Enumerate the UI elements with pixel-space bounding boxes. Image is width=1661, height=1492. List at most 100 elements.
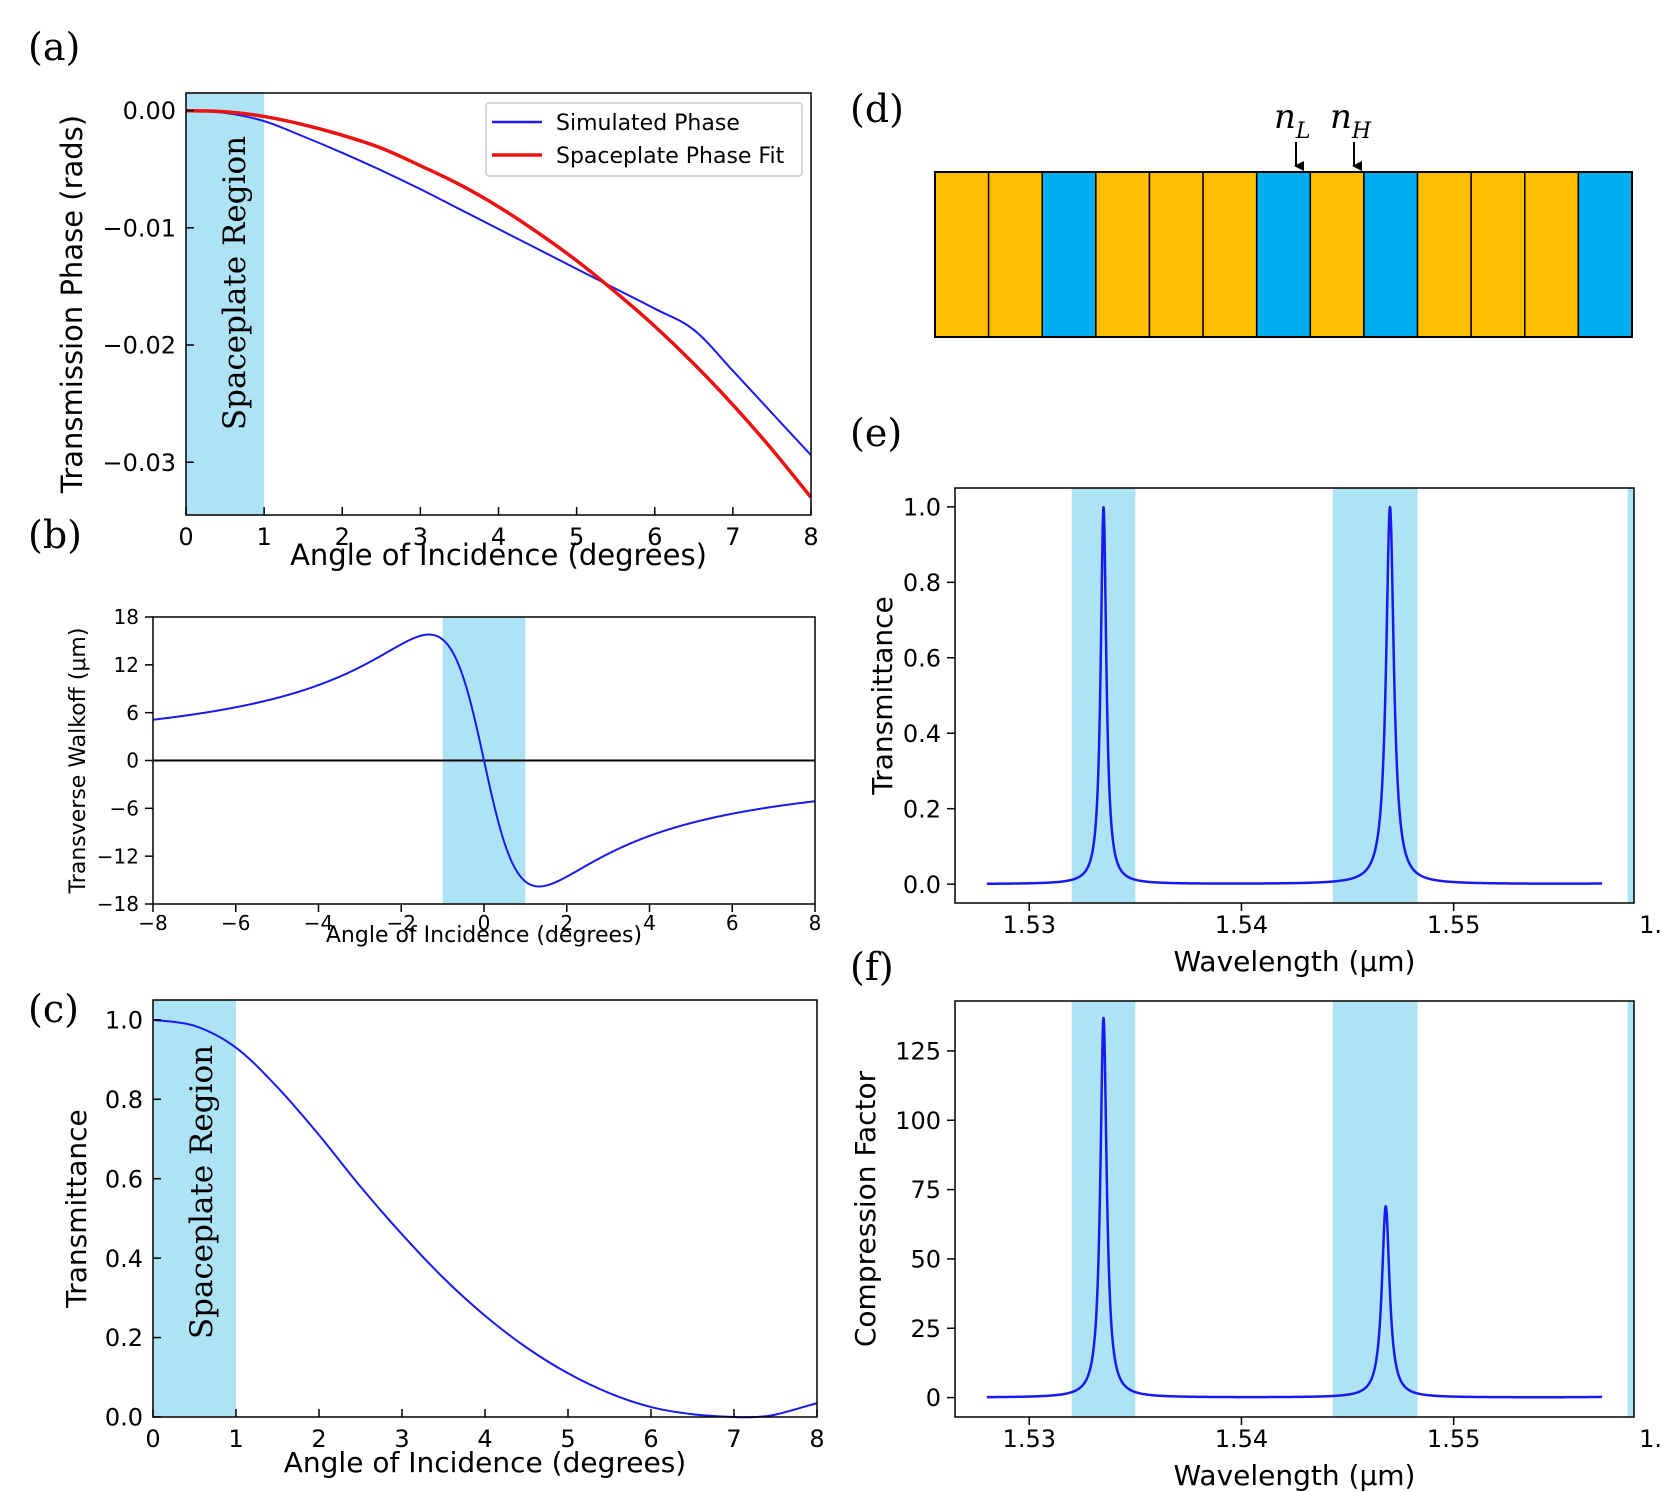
x-tick-label: 2	[311, 1425, 326, 1453]
y-axis-label: Compression Factor	[849, 1070, 882, 1347]
stack-outline	[934, 171, 1633, 338]
x-tick-label: −2	[387, 911, 416, 935]
high-index-layer	[1470, 171, 1526, 338]
y-tick-label: 0	[926, 1384, 941, 1412]
shaded-band-0	[186, 93, 265, 515]
y-tick-label: −0.01	[102, 214, 176, 242]
shaded-band-0	[1071, 488, 1136, 903]
y-axis-label: Transmittance	[60, 1109, 93, 1309]
low-index-layer	[1577, 171, 1633, 338]
y-tick-label: 75	[910, 1176, 941, 1204]
low-index-layer	[1363, 171, 1419, 338]
y-tick-label: 0.6	[903, 644, 941, 672]
legend-label-fit: Spaceplate Phase Fit	[556, 144, 785, 169]
x-tick-label: 1.56	[1639, 911, 1661, 939]
x-axis-label: Angle of Incidence (degrees)	[290, 538, 707, 572]
low-index-layer	[1255, 171, 1312, 338]
y-tick-label: −0.03	[102, 449, 176, 477]
panel-f-label: (f)	[850, 945, 894, 989]
x-tick-label: 8	[803, 523, 818, 551]
chart-a: 0 1 2 3 4 5 6 7 8 0.00 −0.01 −0.02 −0.03 Angle of Inc…	[55, 92, 819, 572]
y-tick-label: 100	[895, 1107, 941, 1135]
y-axis-label: Transverse Walkoff (μm)	[66, 628, 91, 895]
spaceplate-region-label-a: Spaceplate Region	[217, 136, 253, 430]
refractive-index-annotations: nL nH	[1274, 97, 1372, 171]
y-tick-label: −6	[110, 797, 139, 821]
x-tick-label: 8	[809, 1425, 824, 1453]
y-tick-label: 0.6	[105, 1165, 143, 1193]
y-tick-label: 0.0	[903, 871, 941, 899]
y-tick-label: 0.2	[903, 795, 941, 823]
chart-f: 1.53 1.54 1.55 1.56 0 25 50 75 100 125 Wavelength …	[849, 1000, 1661, 1492]
panel-a-label: (a)	[28, 25, 80, 69]
y-tick-label: −12	[97, 844, 139, 868]
y-tick-label: 1.0	[105, 1006, 143, 1034]
y-tick-label: 0.00	[123, 97, 176, 125]
series-line-1	[185, 108, 813, 499]
x-tick-label: 1.54	[1215, 1425, 1268, 1453]
panel-c-label: (c)	[28, 987, 79, 1031]
x-tick-label: −4	[304, 911, 333, 935]
x-tick-label: 4	[643, 911, 656, 935]
y-tick-label: 6	[126, 701, 139, 725]
x-tick-label: 5	[560, 1425, 575, 1453]
shaded-band-0	[1071, 1001, 1136, 1417]
legend-a: Simulated Phase Spaceplate Phase Fit	[485, 102, 803, 177]
x-axis-label: Wavelength (μm)	[1174, 1459, 1416, 1492]
shaded-band-0	[153, 1000, 236, 1417]
x-tick-label: 0	[478, 911, 491, 935]
plot-frame	[954, 1000, 1635, 1418]
x-tick-label: 6	[726, 911, 739, 935]
x-tick-label: 5	[569, 523, 584, 551]
x-tick-label: 1.54	[1215, 911, 1268, 939]
x-tick-label: 2	[335, 523, 350, 551]
y-tick-label: 125	[895, 1038, 941, 1066]
x-tick-label: 1.55	[1427, 911, 1480, 939]
high-index-layer	[1416, 171, 1472, 338]
series-line-0	[985, 505, 1604, 886]
x-tick-label: 2	[560, 911, 573, 935]
high-index-layer	[1148, 171, 1204, 338]
panel-b-label: (b)	[28, 513, 82, 557]
n-low-label: nL	[1274, 97, 1311, 144]
high-index-layer	[1202, 171, 1258, 338]
legend-label-simulated: Simulated Phase	[556, 111, 740, 136]
x-tick-label: 7	[726, 1425, 741, 1453]
y-tick-label: −18	[97, 892, 139, 916]
high-index-layer	[934, 171, 990, 338]
x-tick-label: 7	[725, 523, 740, 551]
y-tick-label: 12	[114, 653, 139, 677]
x-tick-label: 4	[491, 523, 506, 551]
y-axis-label: Transmittance	[866, 596, 899, 796]
panel-d-label: (d)	[850, 87, 904, 131]
shaded-band-2	[1627, 1001, 1634, 1417]
x-tick-label: 0	[145, 1425, 160, 1453]
legend-box	[485, 102, 803, 177]
chart-b: −8 −6 −4 −2 0 2 4 6 8 18 12 6 0 −6 −12 −18 Angle of Inci…	[66, 605, 821, 948]
y-tick-label: 0.4	[105, 1245, 143, 1273]
panel-e-label: (e)	[850, 411, 902, 455]
series-line-0	[152, 1018, 818, 1419]
y-tick-label: 0.8	[105, 1086, 143, 1114]
shaded-band-1	[1332, 488, 1418, 903]
shaded-band-1	[1332, 1001, 1418, 1417]
n-high-label: nH	[1330, 97, 1372, 144]
x-tick-label: 1	[228, 1425, 243, 1453]
y-tick-label: 0.4	[903, 720, 941, 748]
high-index-layer	[1309, 171, 1365, 338]
series-line-0	[185, 109, 812, 456]
x-tick-label: 1.53	[1003, 1425, 1056, 1453]
x-tick-label: 1.55	[1427, 1425, 1480, 1453]
x-tick-label: 3	[413, 523, 428, 551]
x-axis-label: Wavelength (μm)	[1174, 945, 1416, 978]
y-axis-label: Transmission Phase (rads)	[55, 115, 89, 494]
x-tick-label: 4	[477, 1425, 492, 1453]
x-tick-label: 1.53	[1003, 911, 1056, 939]
chart-c: 0 1 2 3 4 5 6 7 8 0.0 0.2 0.4 0.6 0.8 1.0 Angle of Inci…	[60, 999, 825, 1479]
layer-stack	[934, 171, 1633, 338]
y-tick-label: 1.0	[903, 494, 941, 522]
spaceplate-region-label-c: Spaceplate Region	[184, 1045, 220, 1339]
y-tick-label: 18	[114, 605, 139, 629]
series-line-0	[985, 1016, 1604, 1399]
x-axis-label: Angle of Incidence (degrees)	[284, 1446, 686, 1479]
